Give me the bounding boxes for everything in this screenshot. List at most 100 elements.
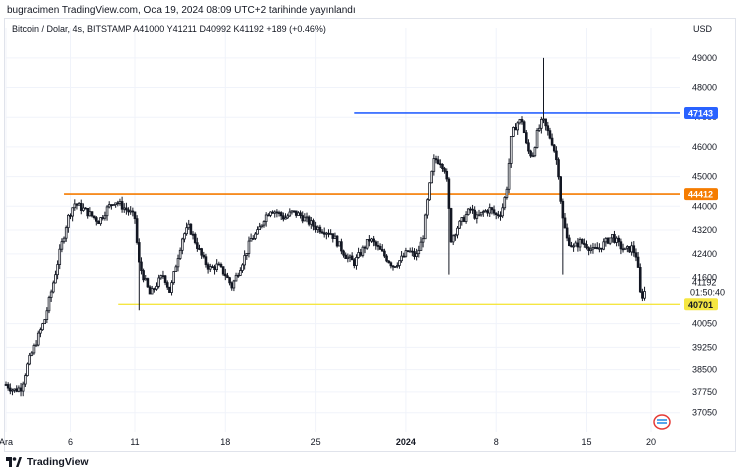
candle (15, 385, 19, 393)
candle (497, 210, 500, 219)
candle (348, 254, 352, 263)
candle (522, 120, 526, 134)
candle (533, 146, 537, 158)
tradingview-logo-icon (6, 457, 22, 468)
price-tick-label: 40050 (692, 319, 717, 329)
candle (589, 244, 593, 254)
candle (391, 265, 395, 271)
candle (305, 212, 309, 223)
candle (30, 351, 34, 357)
candle (60, 238, 64, 253)
candle (615, 236, 618, 247)
candle (148, 285, 152, 295)
candle (436, 155, 440, 165)
candle (17, 385, 21, 393)
candle (157, 274, 160, 289)
candle (632, 241, 636, 257)
price-tick-label: 46000 (692, 142, 717, 152)
svg-text:44412: 44412 (688, 190, 713, 200)
candle (168, 286, 171, 293)
candle (314, 221, 317, 233)
candle (241, 263, 244, 273)
candle (383, 248, 386, 259)
candle (501, 203, 504, 219)
candle (475, 211, 479, 224)
candle (24, 373, 27, 387)
candle (118, 198, 122, 206)
candle (593, 243, 597, 249)
candle (41, 322, 44, 331)
candle (90, 211, 94, 218)
candle (525, 130, 528, 145)
candle (417, 245, 421, 258)
candle (451, 234, 455, 246)
candle (346, 253, 350, 263)
price-axis[interactable]: 4900048000470004600045000440004320042400… (684, 53, 725, 418)
currency-label[interactable]: USD (693, 24, 713, 34)
candle (580, 238, 584, 245)
price-tick-label: 45000 (692, 172, 717, 182)
candle (97, 220, 100, 225)
candle (621, 243, 625, 253)
level-tag-blue[interactable]: 47143 (684, 106, 718, 119)
candle (153, 287, 156, 293)
candle (187, 219, 191, 230)
candle (516, 121, 519, 135)
candle (419, 236, 423, 251)
candle (355, 254, 358, 270)
candle (325, 231, 328, 240)
candle (288, 208, 292, 217)
candle (77, 201, 81, 206)
candle (408, 247, 412, 253)
price-tick-label: 37050 (692, 408, 717, 418)
candle (481, 209, 485, 217)
candle (82, 203, 85, 212)
candle (464, 211, 468, 224)
candle (208, 263, 212, 273)
candle (292, 210, 296, 214)
footer-brand: TradingView (6, 456, 89, 470)
candle (531, 152, 535, 158)
symbol-legend[interactable]: Bitcoin / Dolar, 4s, BITSTAMP A41000 Y41… (12, 24, 326, 34)
horizontal-lines[interactable] (64, 112, 680, 305)
candle (39, 327, 42, 338)
chart-frame[interactable] (4, 18, 736, 452)
candle (26, 362, 29, 377)
candle (565, 223, 569, 242)
candle (430, 170, 433, 184)
candle (591, 242, 595, 254)
price-tick-label: 37750 (692, 387, 717, 397)
candle (337, 241, 341, 247)
candle (172, 270, 176, 285)
candle (140, 257, 143, 275)
time-axis[interactable]: Ara 6 11 18 25 2024 8 15 20 (0, 437, 656, 447)
candle (120, 196, 124, 213)
candle (456, 226, 459, 239)
level-tag-orange[interactable]: 44412 (684, 188, 718, 201)
candle (598, 243, 601, 253)
candle (544, 118, 547, 131)
level-tag-yellow[interactable]: 40701 (684, 298, 718, 311)
candle (376, 240, 380, 251)
candle (226, 272, 229, 279)
candle (47, 295, 51, 314)
candle (404, 247, 408, 258)
candle (559, 175, 562, 204)
candle (322, 227, 326, 238)
candle (249, 233, 253, 242)
candle (79, 199, 83, 215)
candle (529, 149, 532, 158)
candle (6, 382, 10, 391)
candle (273, 210, 277, 218)
price-tick-label: 49000 (692, 53, 717, 63)
candle (99, 217, 102, 226)
brand-name: TradingView (26, 456, 89, 469)
candle (537, 124, 541, 132)
candle (608, 237, 612, 246)
candle (505, 186, 509, 200)
candle (269, 211, 272, 218)
candle (636, 252, 640, 268)
candle (32, 343, 36, 355)
candle (258, 222, 261, 230)
